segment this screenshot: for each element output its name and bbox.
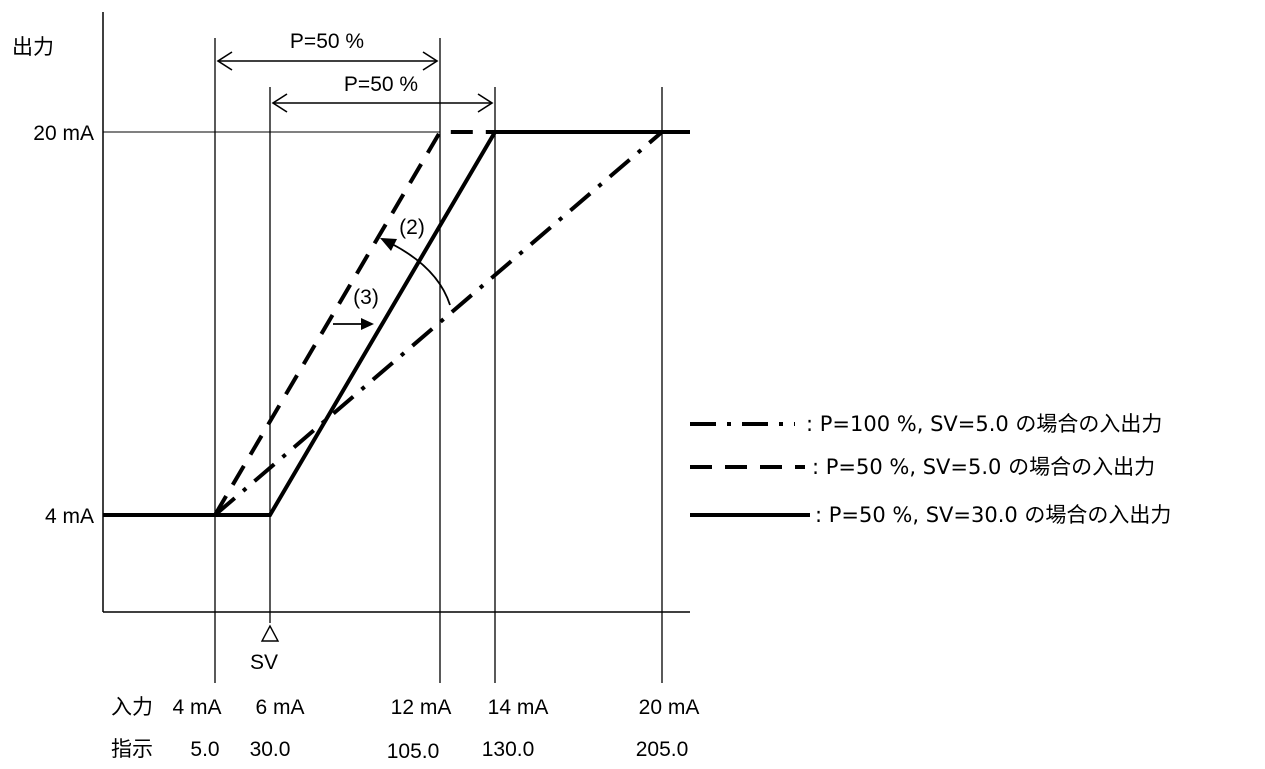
band-arrow-top xyxy=(216,51,439,71)
x-tick-display: 130.0 xyxy=(482,738,535,761)
y-axis-label: 出力 xyxy=(12,35,54,59)
annotation-3-label: (3) xyxy=(353,286,379,309)
sv-triangle xyxy=(260,624,280,642)
series-p100-sv5 xyxy=(213,130,664,517)
x-tick-input: 6 mA xyxy=(255,696,304,719)
band-label-second: P=50 % xyxy=(344,73,418,96)
y-tick-20ma: 20 mA xyxy=(33,122,94,145)
x-tick-display: 205.0 xyxy=(636,738,689,761)
legend-label-solid: : P=50 %, SV=30.0 の場合の入出力 xyxy=(815,503,1171,527)
x-tick-input: 12 mA xyxy=(391,696,452,719)
x-tick-display: 105.0 xyxy=(387,740,440,763)
x-tick-input: 14 mA xyxy=(488,696,549,719)
legend-label-dashdot: : P=100 %, SV=5.0 の場合の入出力 xyxy=(806,412,1162,436)
y-tick-4ma: 4 mA xyxy=(45,505,94,528)
x-tick-input: 20 mA xyxy=(639,696,700,719)
series-p50-sv30 xyxy=(103,130,690,517)
x-tick-display: 5.0 xyxy=(190,738,219,761)
annotation-2-label: (2) xyxy=(399,216,425,239)
annotation-3-arrow xyxy=(333,318,374,330)
band-label-top: P=50 % xyxy=(290,30,364,53)
series-p50-sv5 xyxy=(213,130,495,517)
x-tick-input: 4 mA xyxy=(172,696,221,719)
x-tick-display: 30.0 xyxy=(250,738,291,761)
legend-label-dashed: : P=50 %, SV=5.0 の場合の入出力 xyxy=(812,455,1155,479)
band-arrow-second xyxy=(271,93,494,113)
x-row-label-input: 入力 xyxy=(111,695,153,719)
x-row-label-display: 指示 xyxy=(111,737,153,761)
sv-label: SV xyxy=(250,651,278,674)
annotation-2-arrow xyxy=(380,238,451,306)
